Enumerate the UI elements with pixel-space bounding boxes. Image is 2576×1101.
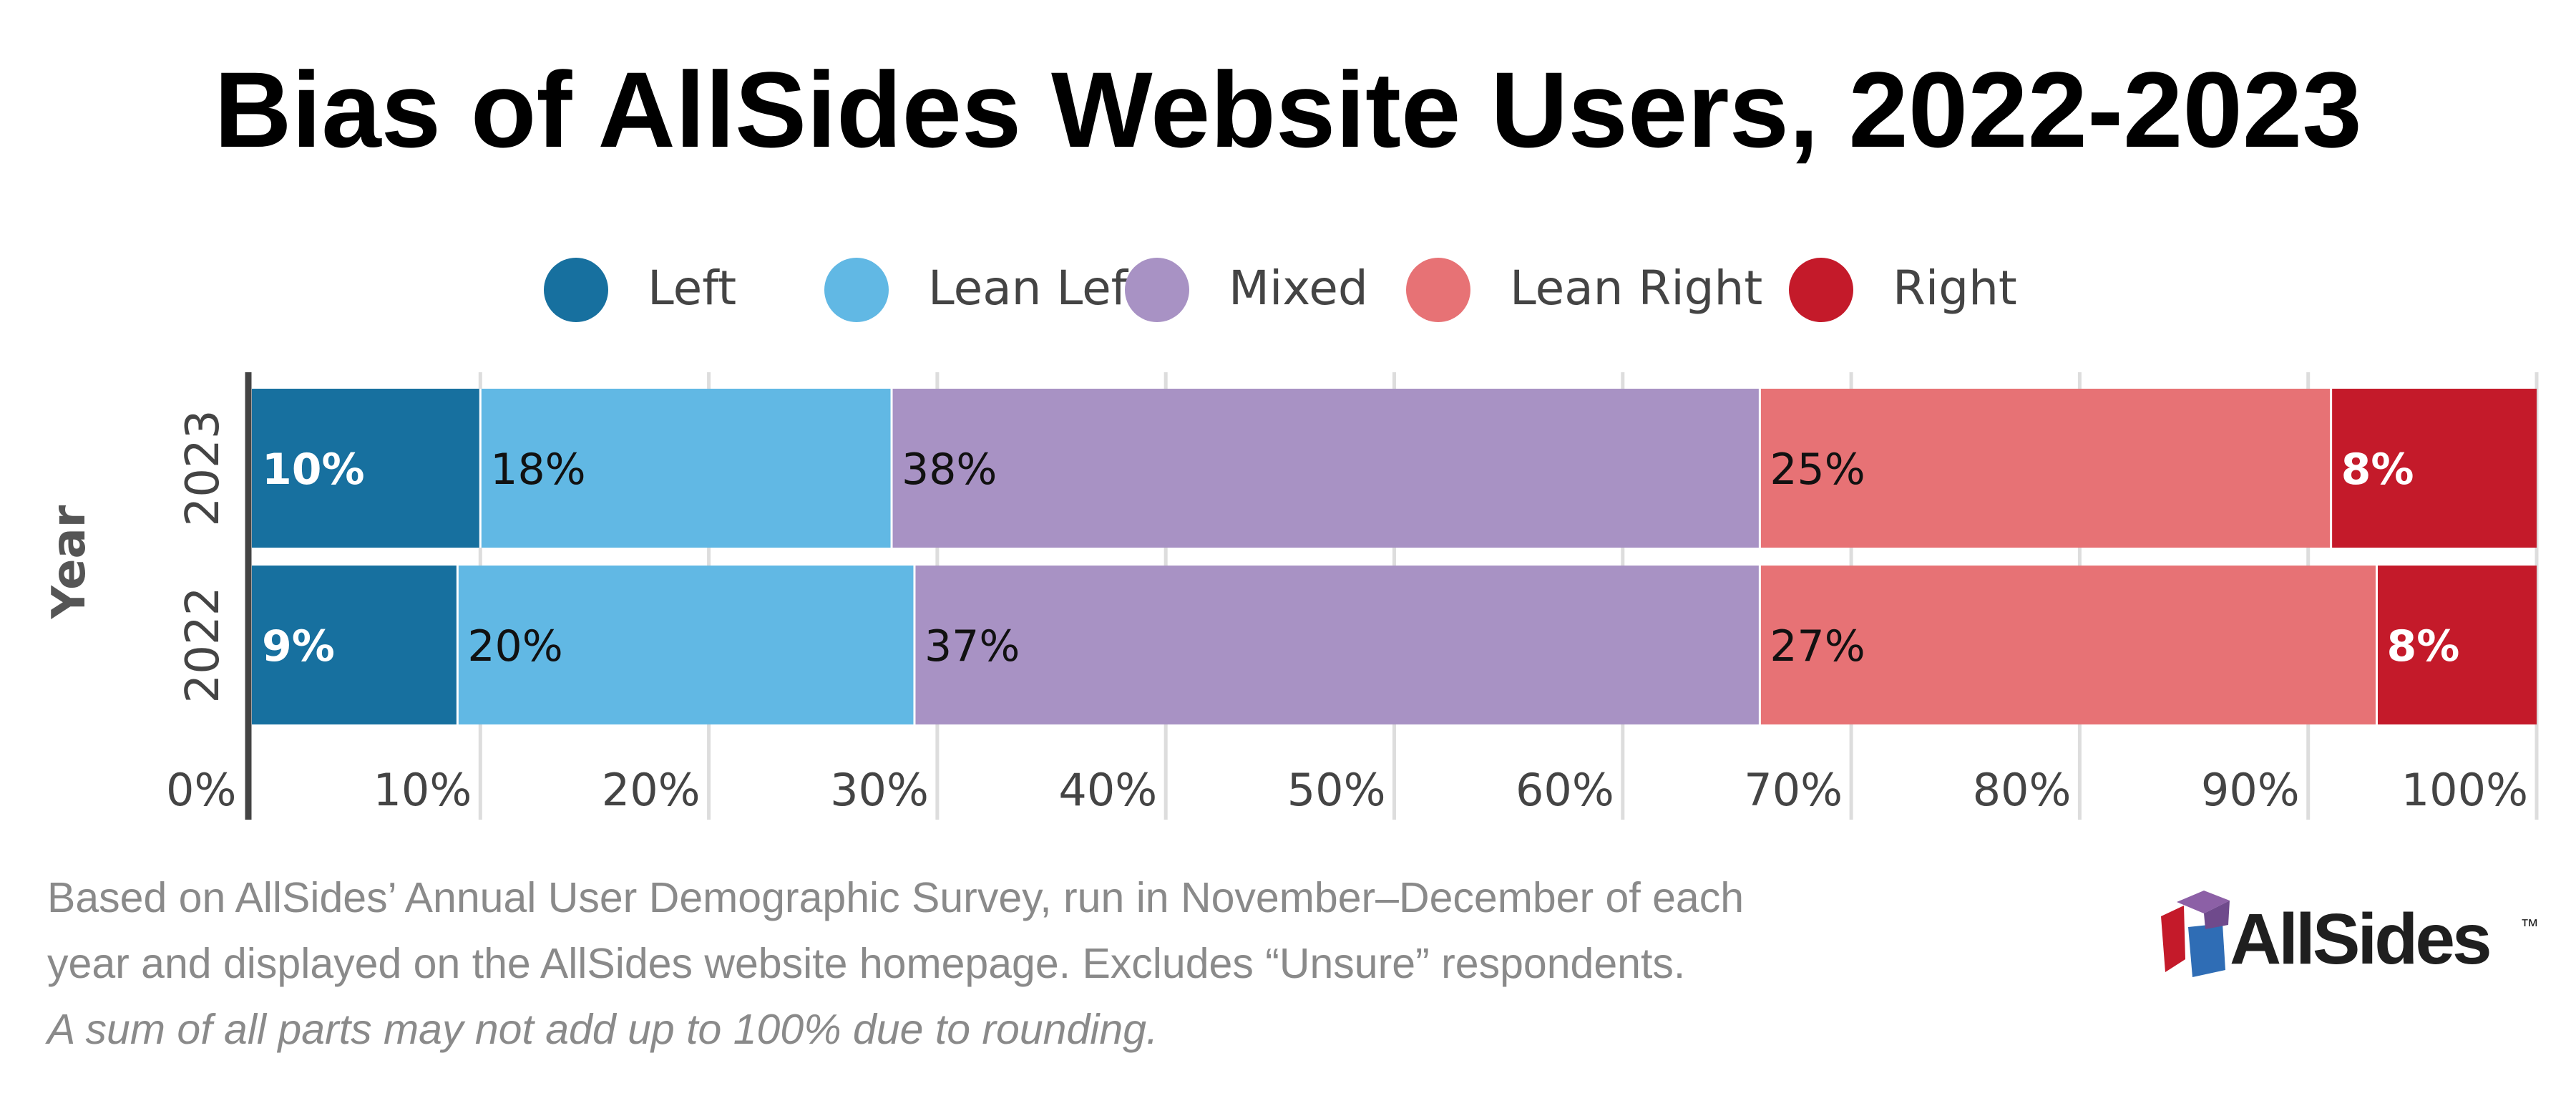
- bar-2023-4: [2331, 389, 2537, 548]
- bar-label-2023-0: 10%: [262, 445, 365, 495]
- bar-label-2023-2: 38%: [902, 445, 997, 495]
- logo-shape-red-icon: [2161, 906, 2185, 972]
- x-axis-ticks: 0% 10% 20% 30% 40% 50% 60% 70% 80% 90% 100%: [166, 764, 2528, 816]
- bar-labels: 10% 18% 38% 25% 8% 9% 20% 37% 27% 8%: [262, 445, 2459, 671]
- legend-swatch-1: [824, 258, 889, 322]
- legend-label-4: Right: [1893, 261, 2017, 316]
- y-axis-label: Year: [43, 505, 96, 619]
- legend-label-3: Lean Right: [1510, 261, 1762, 316]
- bar-2023-0: [252, 389, 481, 548]
- chart-title: Bias of AllSides Website Users, 2022-202…: [214, 49, 2361, 170]
- y-tick-label-2023: 2023: [177, 410, 230, 527]
- legend: Left Lean Left Mixed Lean Right Right: [544, 258, 2017, 322]
- footnote: Based on AllSides’ Annual User Demograph…: [47, 865, 1979, 1062]
- bar-2023-2: [892, 389, 1760, 548]
- logo-shape-purple-icon: [2177, 891, 2230, 913]
- allsides-logo: AllSides ™: [2161, 891, 2539, 979]
- footnote-line-3: A sum of all parts may not add up to 100…: [47, 1006, 1158, 1053]
- logo-shape-purple-side-icon: [2204, 901, 2230, 929]
- y-axis-ticks: 2023 2022: [177, 410, 230, 704]
- bar-label-2022-4: 8%: [2386, 621, 2459, 671]
- bar-2022-3: [1760, 566, 2377, 724]
- bar-2022-2: [914, 566, 1760, 724]
- footnote-line-2: year and displayed on the AllSides websi…: [47, 940, 1686, 987]
- legend-label-0: Left: [648, 261, 736, 316]
- logo-wordmark: AllSides: [2230, 899, 2489, 979]
- bar-label-2023-4: 8%: [2341, 445, 2414, 495]
- legend-swatch-4: [1789, 258, 1853, 322]
- bar-label-2022-0: 9%: [262, 621, 335, 671]
- bar-2022-0: [252, 566, 458, 724]
- bar-2023-1: [480, 389, 892, 548]
- bias-chart: Bias of AllSides Website Users, 2022-202…: [43, 49, 2539, 820]
- bar-label-2022-2: 37%: [924, 621, 1020, 671]
- bar-2022-1: [457, 566, 914, 724]
- x-tick-label-3: 30%: [830, 764, 929, 816]
- bar-label-2022-1: 20%: [467, 621, 562, 671]
- bar-2022-4: [2376, 566, 2537, 724]
- bar-label-2023-1: 18%: [490, 445, 585, 495]
- x-tick-label-8: 80%: [1973, 764, 2072, 816]
- footnote-line-1: Based on AllSides’ Annual User Demograph…: [47, 874, 1745, 921]
- legend-swatch-2: [1125, 258, 1189, 322]
- bars: [252, 389, 2537, 724]
- bar-label-2023-3: 25%: [1770, 445, 1865, 495]
- legend-swatch-0: [544, 258, 608, 322]
- x-tick-label-4: 40%: [1058, 764, 1157, 816]
- x-tick-label-6: 60%: [1516, 764, 1614, 816]
- x-tick-label-1: 10%: [373, 764, 472, 816]
- x-tick-label-2: 20%: [602, 764, 701, 816]
- legend-swatch-3: [1406, 258, 1470, 322]
- x-tick-label-9: 90%: [2201, 764, 2300, 816]
- y-tick-label-2022: 2022: [177, 587, 230, 704]
- x-tick-label-0: 0%: [166, 764, 236, 816]
- logo-trademark: ™: [2520, 915, 2539, 936]
- bar-label-2022-3: 27%: [1770, 621, 1865, 671]
- x-tick-label-5: 50%: [1287, 764, 1386, 816]
- logo-shape-blue-icon: [2188, 923, 2225, 977]
- legend-label-1: Lean Left: [928, 261, 1146, 316]
- legend-label-2: Mixed: [1229, 261, 1368, 316]
- x-tick-label-7: 70%: [1744, 764, 1843, 816]
- bar-2023-3: [1760, 389, 2331, 548]
- x-tick-label-10: 100%: [2401, 764, 2528, 816]
